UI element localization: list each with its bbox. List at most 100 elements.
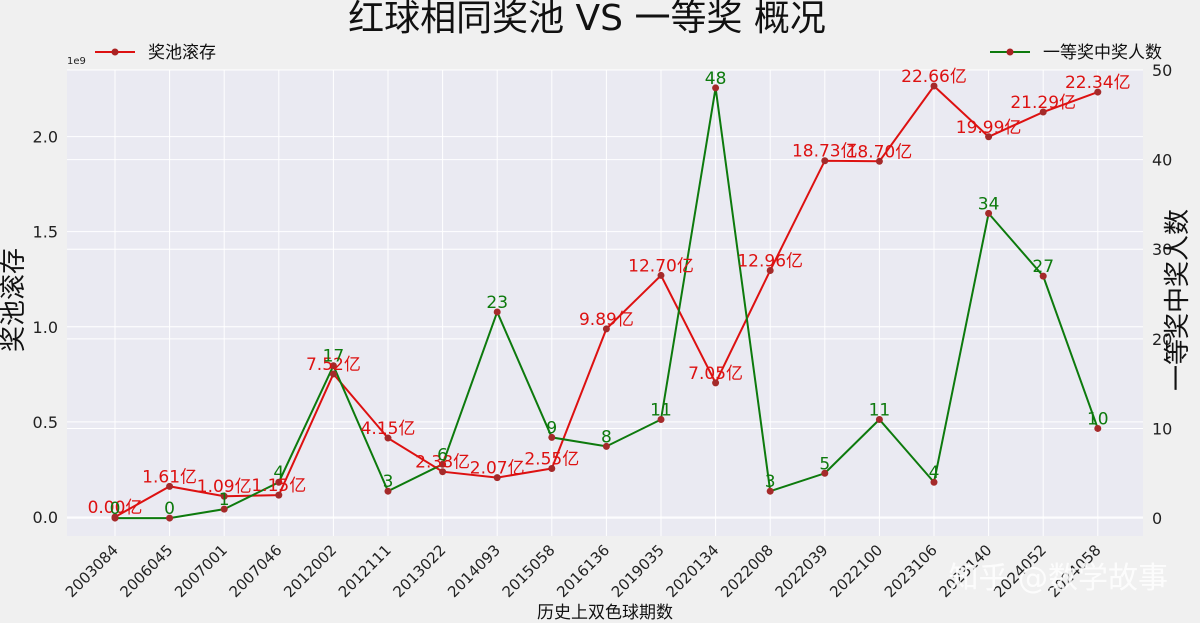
data-point	[548, 464, 556, 472]
x-axis-title: 历史上双色球期数	[537, 603, 673, 623]
data-label: 1.61亿	[142, 467, 197, 487]
data-point	[602, 325, 610, 333]
x-tick-label: 2012111	[335, 541, 395, 601]
x-tick-label: 2022100	[826, 541, 886, 601]
data-label: 1	[219, 490, 230, 510]
data-label: 6	[437, 445, 448, 465]
data-label: 5	[819, 454, 830, 474]
data-label: 23	[486, 293, 508, 313]
data-label: 2.38亿	[415, 453, 470, 473]
x-tick-label: 2015058	[499, 541, 559, 601]
data-label: 2.55亿	[524, 449, 579, 469]
data-label: 11	[869, 401, 891, 421]
data-label: 3	[765, 472, 776, 492]
data-point	[220, 492, 228, 500]
x-tick-label: 2022008	[717, 541, 777, 601]
data-point	[1039, 108, 1047, 116]
data-point	[384, 434, 392, 442]
data-label: 9	[546, 418, 557, 438]
data-point	[985, 209, 993, 217]
data-label: 22.66亿	[901, 67, 967, 87]
data-point	[766, 487, 774, 495]
data-label: 7.52亿	[306, 355, 361, 375]
left-axis-exponent: 1e9	[67, 56, 86, 67]
data-label: 4	[929, 463, 940, 483]
data-point	[1039, 272, 1047, 280]
data-label: 7.05亿	[688, 364, 743, 384]
x-tick-label: 2016136	[553, 541, 613, 601]
data-point	[1094, 88, 1102, 96]
data-point	[548, 433, 556, 441]
data-label: 4.15亿	[361, 419, 416, 439]
data-label: 1.09亿	[197, 477, 252, 497]
y-right-tick-label: 40	[1152, 151, 1172, 170]
data-point	[111, 514, 119, 522]
data-label: 17	[323, 347, 345, 367]
x-tick-label: 2023106	[881, 541, 941, 601]
data-point	[275, 478, 283, 486]
data-label: 8	[601, 427, 612, 447]
data-point	[712, 379, 720, 387]
y-right-tick-label: 20	[1152, 330, 1172, 349]
data-point	[166, 514, 174, 522]
chart-title: 红球相同奖池 VS 一等奖 概况	[348, 0, 826, 39]
data-point	[275, 491, 283, 499]
y-left-tick-label: 0.5	[33, 413, 58, 432]
data-point	[1094, 424, 1102, 432]
legend-label-winners: 一等奖中奖人数	[1043, 43, 1162, 63]
y-right-tick-label: 50	[1152, 61, 1172, 80]
data-point	[439, 460, 447, 468]
right-axis-title: 一等奖中奖人数	[1163, 209, 1193, 391]
data-point	[329, 362, 337, 370]
data-point	[166, 482, 174, 490]
data-label: 1.15亿	[251, 476, 306, 496]
legend-right[interactable]: 一等奖中奖人数	[990, 43, 1162, 63]
watermark: 知乎 @数学故事	[948, 561, 1168, 596]
data-point	[875, 157, 883, 165]
legend-label-jackpot: 奖池滚存	[148, 43, 216, 63]
data-point	[384, 487, 392, 495]
x-tick-label: 2007046	[226, 541, 286, 601]
y-left-tick-label: 0.0	[33, 508, 58, 527]
data-point	[657, 271, 665, 279]
x-tick-label: 2012002	[280, 541, 340, 601]
data-point	[766, 266, 774, 274]
x-tick-label: 2019035	[608, 541, 668, 601]
legend-marker-winners	[1006, 48, 1014, 56]
left-axis-title: 奖池滚存	[0, 248, 29, 352]
data-point	[493, 474, 501, 482]
plot-area	[67, 70, 1143, 536]
x-tick-label: 2006045	[116, 541, 176, 601]
data-labels: 0.00亿 1.61亿 1.09亿 1.15亿 7.52亿 4.15亿 2.38亿 2.07亿…	[88, 67, 1131, 519]
data-label: 19.99亿	[956, 118, 1022, 138]
data-point	[329, 370, 337, 378]
y-right-tick-label: 10	[1152, 419, 1172, 438]
x-tick-label: 2020134	[662, 541, 722, 601]
x-tick-label: 2003084	[62, 541, 122, 601]
data-point	[821, 469, 829, 477]
x-tick-label: 2014093	[444, 541, 504, 601]
data-label: 9.89亿	[579, 310, 634, 330]
data-point	[493, 308, 501, 316]
data-point	[985, 133, 993, 141]
data-label: 10	[1087, 409, 1109, 429]
y-right-tick-label: 0	[1152, 509, 1162, 528]
data-label: 27	[1032, 257, 1054, 277]
data-label: 3	[383, 472, 394, 492]
data-points	[111, 82, 1102, 522]
data-label: 12.96亿	[737, 251, 803, 271]
data-point	[930, 478, 938, 486]
data-label: 2.07亿	[470, 459, 525, 479]
x-tick-label: 2007001	[171, 541, 231, 601]
data-point	[220, 505, 228, 513]
grid	[67, 69, 1143, 536]
data-label: 0	[164, 499, 175, 519]
data-point	[602, 442, 610, 450]
data-point	[657, 416, 665, 423]
y-left-tick-label: 1.5	[33, 223, 58, 242]
y-left-tick-label: 2.0	[33, 128, 58, 147]
data-point	[930, 82, 938, 90]
legend-left[interactable]: 奖池滚存	[95, 43, 216, 63]
data-label: 18.70亿	[847, 142, 913, 162]
